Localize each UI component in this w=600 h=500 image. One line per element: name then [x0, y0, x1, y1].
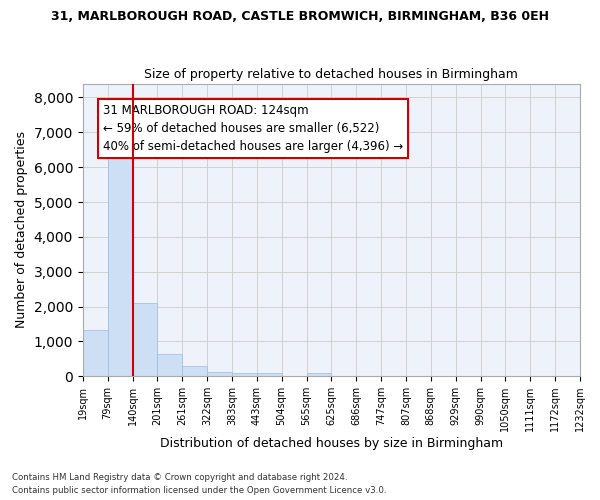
- Bar: [232, 374, 257, 376]
- Text: 31, MARLBOROUGH ROAD, CASTLE BROMWICH, BIRMINGHAM, B36 0EH: 31, MARLBOROUGH ROAD, CASTLE BROMWICH, B…: [51, 10, 549, 23]
- Text: Contains HM Land Registry data © Crown copyright and database right 2024.
Contai: Contains HM Land Registry data © Crown c…: [12, 474, 386, 495]
- Text: 31 MARLBOROUGH ROAD: 124sqm
← 59% of detached houses are smaller (6,522)
40% of : 31 MARLBOROUGH ROAD: 124sqm ← 59% of det…: [103, 104, 403, 153]
- Bar: [257, 374, 281, 376]
- Bar: [207, 372, 232, 376]
- Y-axis label: Number of detached properties: Number of detached properties: [15, 132, 28, 328]
- Bar: [83, 330, 107, 376]
- Bar: [182, 366, 207, 376]
- Bar: [107, 146, 133, 376]
- Bar: [307, 374, 331, 376]
- X-axis label: Distribution of detached houses by size in Birmingham: Distribution of detached houses by size …: [160, 437, 503, 450]
- Title: Size of property relative to detached houses in Birmingham: Size of property relative to detached ho…: [145, 68, 518, 81]
- Bar: [133, 303, 157, 376]
- Bar: [157, 354, 182, 376]
